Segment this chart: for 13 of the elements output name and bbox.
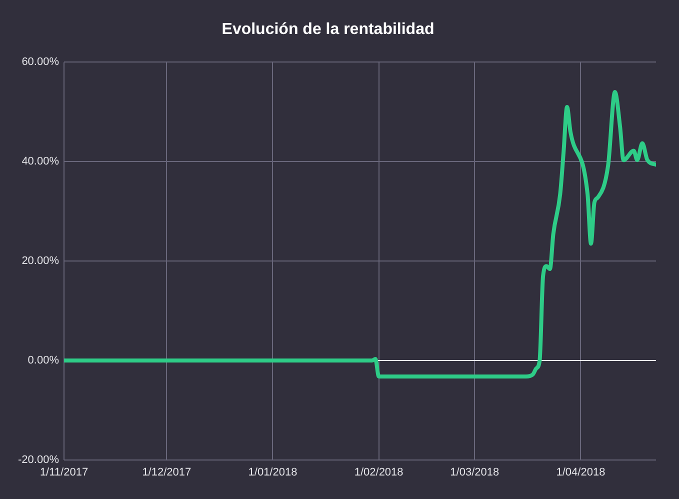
y-tick-label: 60.00% <box>22 56 60 68</box>
x-tick-label: 1/11/2017 <box>40 466 88 479</box>
line-series <box>64 90 656 378</box>
y-tick-label: 20.00% <box>22 255 60 268</box>
x-tick-label: 1/12/2017 <box>142 466 192 479</box>
y-tick-label: 0.00% <box>28 354 60 367</box>
y-tick-label: -20.00% <box>18 454 60 466</box>
chart-title: Evolución de la rentabilidad <box>222 21 434 38</box>
x-tick-label: 1/02/2018 <box>354 466 404 479</box>
y-tick-label: 40.00% <box>22 156 60 168</box>
x-tick-label: 1/04/2018 <box>556 466 606 479</box>
x-tick-label: 1/01/2018 <box>248 466 298 479</box>
x-tick-label: 1/03/2018 <box>450 466 500 479</box>
